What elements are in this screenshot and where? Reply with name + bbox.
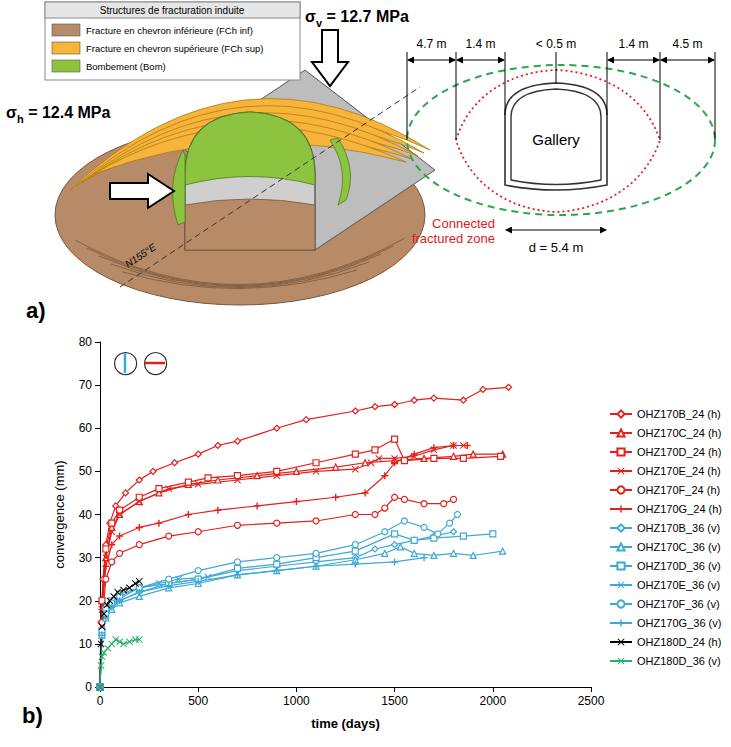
svg-text:OHZ170G_24 (h): OHZ170G_24 (h)	[637, 503, 722, 515]
svg-text:OHZ170B_24 (h): OHZ170B_24 (h)	[637, 408, 721, 420]
svg-text:σv = 12.7 MPa: σv = 12.7 MPa	[305, 8, 409, 29]
svg-text:60: 60	[79, 421, 93, 435]
svg-text:20: 20	[79, 594, 93, 608]
svg-text:OHZ170E_36 (v): OHZ170E_36 (v)	[637, 579, 720, 591]
svg-text:Fracture en chevron inférieure: Fracture en chevron inférieure (FCh inf)	[86, 25, 253, 36]
svg-text:1500: 1500	[381, 694, 408, 708]
svg-text:OHZ170C_24 (h): OHZ170C_24 (h)	[637, 427, 721, 439]
svg-text:500: 500	[188, 694, 208, 708]
svg-text:< 0.5 m: < 0.5 m	[536, 37, 576, 51]
svg-text:1.4 m: 1.4 m	[618, 37, 648, 51]
svg-text:4.7 m: 4.7 m	[416, 37, 446, 51]
svg-text:0: 0	[85, 680, 92, 694]
svg-text:N155°E: N155°E	[123, 241, 158, 270]
svg-text:OHZ170F_36 (v): OHZ170F_36 (v)	[637, 598, 720, 610]
svg-text:Fracture en chevron supérieure: Fracture en chevron supérieure (FCh sup)	[86, 43, 263, 54]
svg-text:σh = 12.4 MPa: σh = 12.4 MPa	[6, 104, 111, 125]
svg-text:80: 80	[79, 335, 93, 349]
svg-text:2000: 2000	[479, 694, 506, 708]
svg-text:OHZ180D_36 (v): OHZ180D_36 (v)	[637, 655, 721, 667]
svg-text:OHZ180D_24 (h): OHZ180D_24 (h)	[637, 636, 721, 648]
svg-text:OHZ170D_24 (h): OHZ170D_24 (h)	[637, 446, 721, 458]
svg-text:4.5 m: 4.5 m	[672, 37, 702, 51]
svg-text:time (days): time (days)	[311, 716, 380, 731]
svg-text:30: 30	[79, 551, 93, 565]
svg-text:70: 70	[79, 378, 93, 392]
svg-text:OHZ170G_36 (v): OHZ170G_36 (v)	[637, 617, 721, 629]
svg-text:OHZ170F_24 (h): OHZ170F_24 (h)	[637, 484, 720, 496]
svg-text:a): a)	[26, 298, 46, 323]
svg-text:OHZ170B_36 (v): OHZ170B_36 (v)	[637, 522, 720, 534]
html-text:b): b)	[22, 703, 43, 728]
svg-text:OHZ170E_24 (h): OHZ170E_24 (h)	[637, 465, 721, 477]
svg-text:1.4 m: 1.4 m	[465, 37, 495, 51]
svg-text:10: 10	[79, 637, 93, 651]
svg-text:50: 50	[79, 464, 93, 478]
svg-text:Gallery: Gallery	[532, 131, 580, 148]
svg-text:Structures de fracturation ind: Structures de fracturation induite	[100, 5, 245, 16]
svg-text:2500: 2500	[578, 694, 605, 708]
svg-text:Connectedfractured zone: Connectedfractured zone	[412, 216, 495, 246]
svg-text:OHZ170C_36 (v): OHZ170C_36 (v)	[637, 541, 721, 553]
svg-text:Bombement (Bom): Bombement (Bom)	[86, 61, 166, 72]
svg-text:d = 5.4 m: d = 5.4 m	[529, 240, 584, 255]
svg-text:40: 40	[79, 508, 93, 522]
svg-text:0: 0	[97, 694, 104, 708]
svg-text:OHZ170D_36 (v): OHZ170D_36 (v)	[637, 560, 721, 572]
svg-text:1000: 1000	[283, 694, 310, 708]
svg-text:convergence (mm): convergence (mm)	[52, 460, 67, 568]
